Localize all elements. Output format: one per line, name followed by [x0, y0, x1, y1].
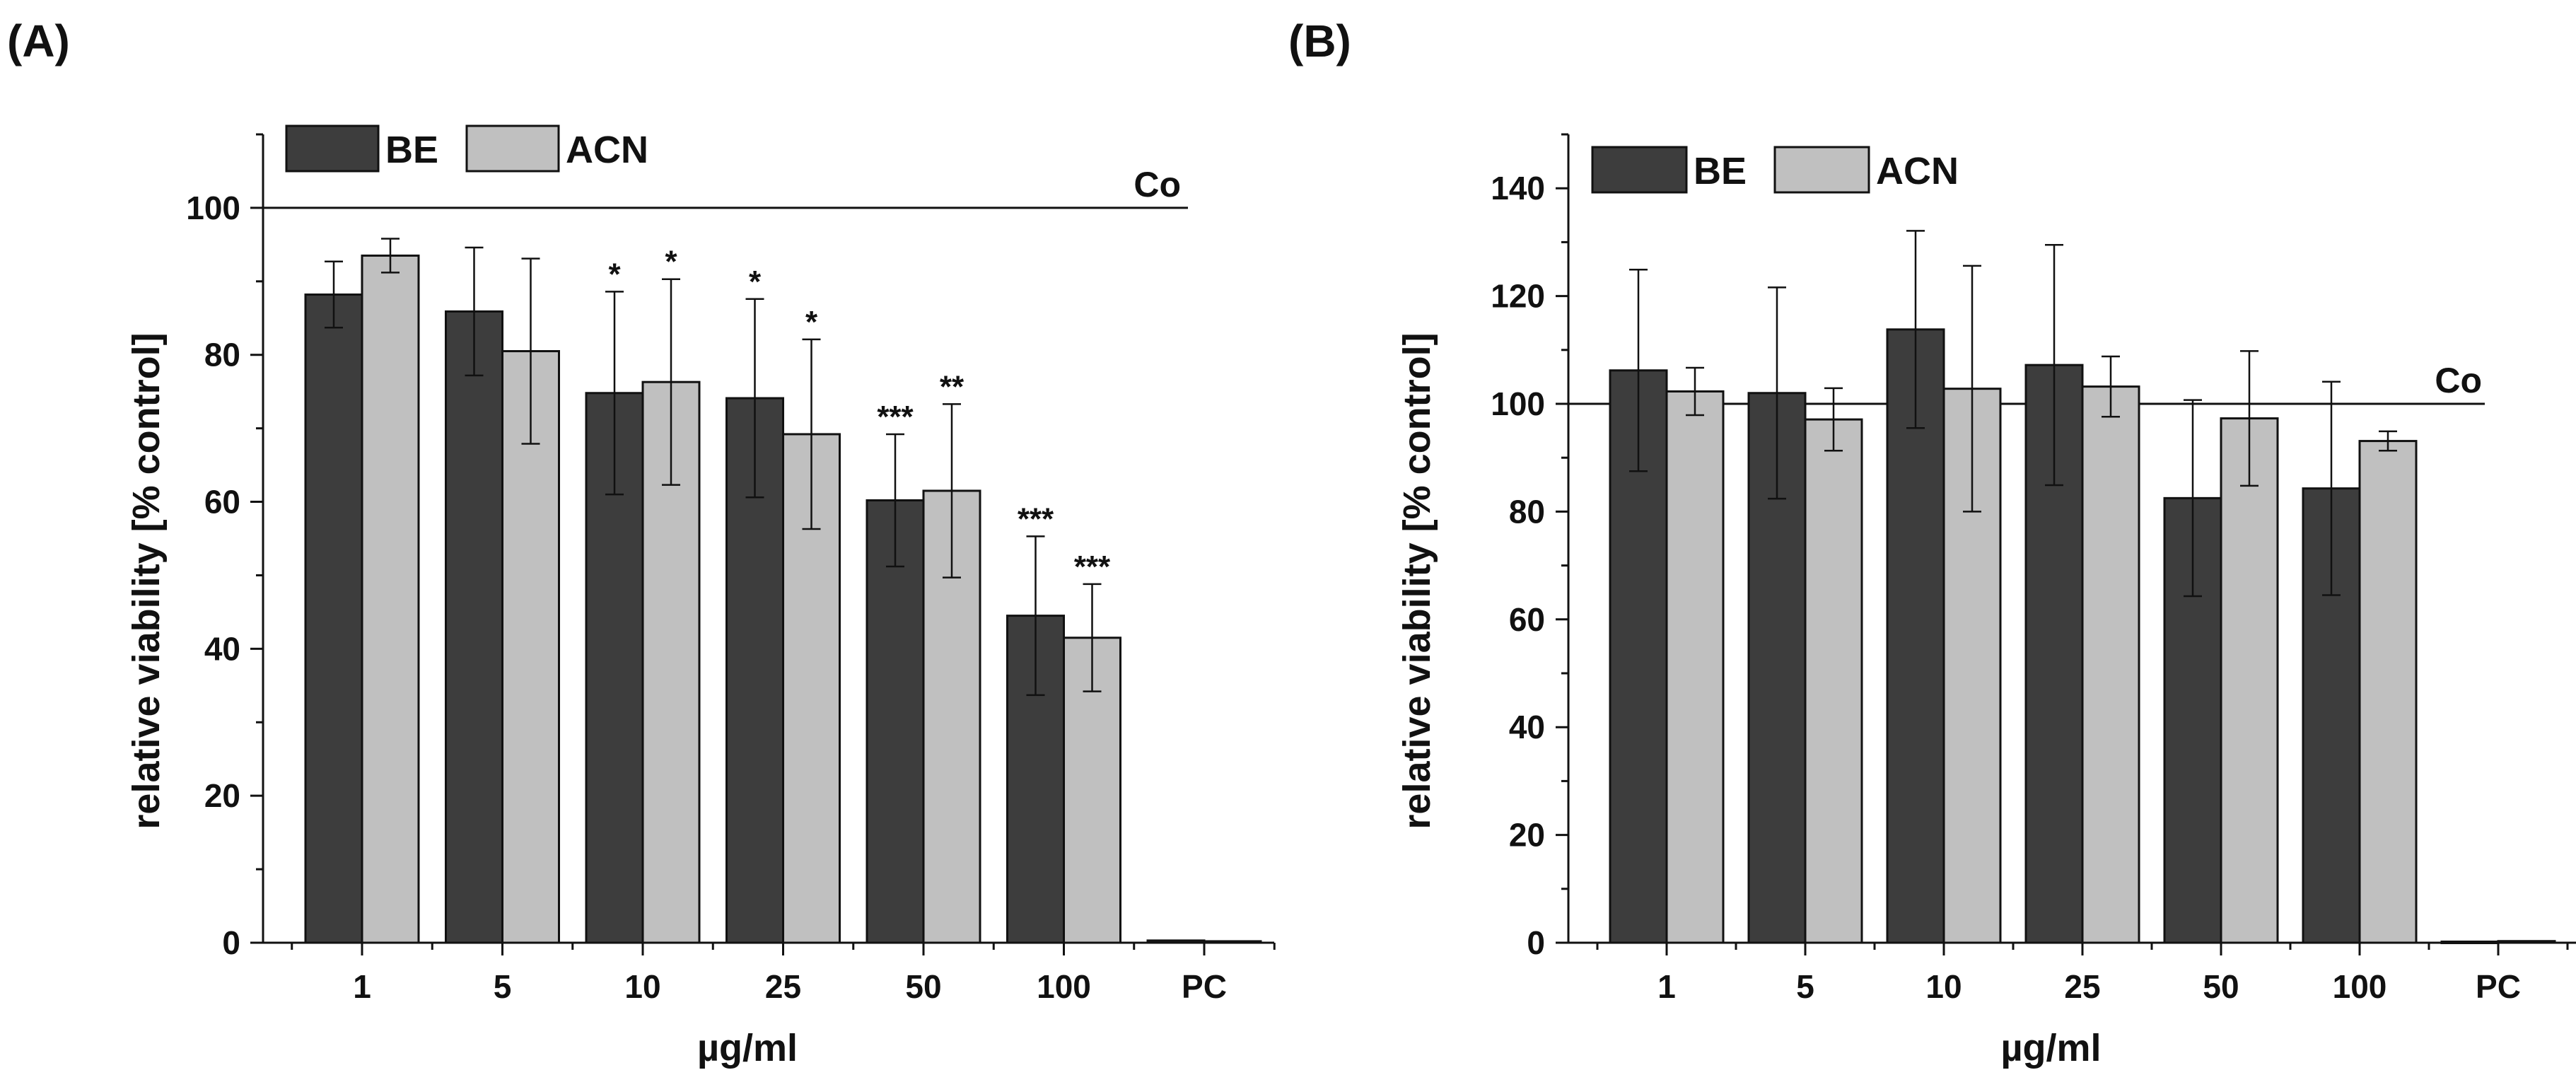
legend-swatch-be	[285, 124, 380, 173]
bar-acn	[361, 254, 420, 944]
y-tick-label: 80	[1509, 493, 1545, 530]
y-axis-title: relative viability [% control]	[125, 332, 168, 829]
x-tick-label: 1	[1657, 968, 1676, 1005]
panel-a: (A) 0 20 40 60 80 100 1 5 10 25 50 100 PC µg/ml relativ…	[7, 16, 1276, 1069]
x-tick-label: 10	[1925, 968, 1962, 1005]
bar-acn	[1804, 418, 1863, 944]
significance-marker: *	[608, 257, 621, 291]
bar-acn	[1665, 390, 1725, 944]
y-tick-label: 60	[1509, 601, 1545, 638]
bar-acn	[2358, 440, 2418, 944]
bar-be	[304, 293, 363, 944]
x-tick-label: 100	[1037, 968, 1091, 1005]
x-tick-label: PC	[2476, 968, 2521, 1005]
significance-marker: *	[805, 305, 818, 339]
y-tick-label: 100	[186, 190, 240, 226]
y-axis-title: relative viability [% control]	[1396, 332, 1438, 829]
significance-marker: *	[749, 265, 762, 299]
legend-label-acn: ACN	[566, 129, 648, 171]
legend-swatch-be	[1591, 146, 1688, 194]
legend-label-acn: ACN	[1876, 150, 1959, 192]
control-reference-label: Co	[2435, 361, 2482, 400]
bar-acn	[501, 350, 560, 944]
significance-marker: ***	[877, 400, 914, 434]
bar-be	[1747, 392, 1807, 944]
control-reference-label: Co	[1133, 165, 1181, 204]
y-tick-label: 40	[1509, 709, 1545, 745]
bar-be	[2440, 940, 2500, 944]
panel-label: (A)	[7, 16, 70, 66]
bar-acn	[1203, 940, 1262, 944]
bar-acn	[2220, 417, 2279, 944]
bar-be	[1146, 939, 1206, 944]
y-tick-label: 60	[204, 484, 240, 521]
x-tick-label: 5	[1796, 968, 1814, 1005]
panel-label: (B)	[1288, 16, 1351, 66]
x-tick-label: 50	[2203, 968, 2239, 1005]
y-tick-label: 120	[1491, 278, 1545, 315]
y-tick-label: 20	[1509, 817, 1545, 854]
legend-label-be: BE	[1694, 150, 1747, 192]
x-tick-label: 50	[905, 968, 941, 1005]
x-tick-label: 5	[494, 968, 512, 1005]
panel-b: (B) 0 20 40 60 80 100 120 140 1 5 10 25 50 100 PC µg/ml r…	[1288, 16, 2576, 1069]
x-tick-label: 25	[2064, 968, 2100, 1005]
x-tick-label: PC	[1182, 968, 1227, 1005]
legend-swatch-acn	[465, 124, 560, 173]
legend-label-be: BE	[385, 129, 438, 171]
significance-marker: ***	[1018, 501, 1054, 536]
x-tick-label: 25	[765, 968, 801, 1005]
significance-marker: ***	[1074, 550, 1111, 584]
legend-swatch-acn	[1773, 146, 1870, 194]
y-tick-label: 80	[204, 337, 240, 373]
significance-marker: **	[940, 369, 964, 404]
y-tick-label: 100	[1491, 385, 1545, 422]
x-tick-label: 1	[353, 968, 371, 1005]
significance-marker: *	[665, 245, 677, 279]
y-tick-label: 140	[1491, 170, 1545, 207]
y-tick-label: 0	[1527, 924, 1545, 961]
x-tick-label: 10	[624, 968, 660, 1005]
x-axis-title: µg/ml	[2000, 1027, 2101, 1069]
bar-acn	[2497, 940, 2556, 944]
x-axis-title: µg/ml	[697, 1027, 798, 1069]
y-tick-label: 40	[204, 630, 240, 667]
y-tick-label: 0	[222, 924, 240, 961]
bar-acn	[2081, 385, 2140, 944]
y-tick-label: 20	[204, 777, 240, 814]
x-tick-label: 100	[2333, 968, 2387, 1005]
bar-be	[866, 499, 925, 944]
bar-be	[445, 310, 503, 944]
